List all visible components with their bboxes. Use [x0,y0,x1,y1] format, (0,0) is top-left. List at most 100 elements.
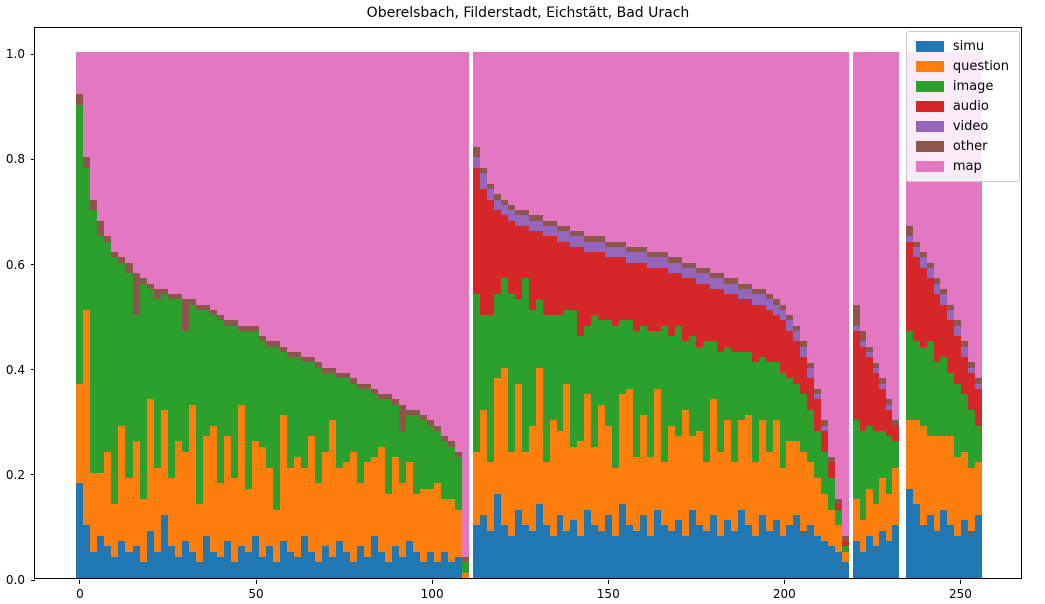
bar-segment-image [688,336,696,437]
bar-segment-audio [716,288,724,352]
bar-segment-map [392,52,400,400]
bar-segment-other [462,557,470,563]
bar-segment-audio [828,462,836,479]
bar-segment-image [472,294,480,452]
bar-segment-video [507,210,515,221]
stacked-bar [321,28,329,578]
bar-segment-other [933,278,941,284]
bar-segment-video [549,225,557,237]
bar-segment-map [835,52,843,500]
bar-segment-map [695,52,703,268]
bar-segment-map [230,52,238,321]
bar-segment-simu [619,504,627,578]
bar-segment-other [181,299,189,331]
bar-segment-simu [399,556,407,578]
bar-segment-audio [758,304,766,358]
bar-segment-simu [132,546,140,578]
bar-segment-audio [709,288,717,342]
bar-segment-simu [933,530,941,578]
stacked-bar [118,28,126,578]
bar-segment-simu [342,551,350,578]
bar-segment-question [765,451,773,531]
bar-segment-simu [702,530,710,578]
bar-segment-question [933,436,941,531]
stacked-bar [974,28,982,578]
bar-segment-other [349,378,357,384]
bar-segment-video [535,220,543,232]
bar-segment-audio [702,283,710,342]
bar-segment-question [371,457,379,536]
bar-segment-simu [807,525,815,578]
bar-segment-question [237,404,245,547]
bar-segment-audio [640,262,648,326]
bar-segment-question [814,478,822,536]
bar-segment-audio [793,341,801,384]
bar-segment-other [626,246,634,253]
bar-segment-video [737,288,745,300]
bar-segment-question [906,420,913,489]
bar-segment-question [563,383,571,531]
bar-segment-other [772,299,780,305]
legend-swatch-map [915,161,944,172]
bar-segment-simu [413,551,421,578]
stacked-bar [828,28,836,578]
bar-segment-image [125,273,133,479]
bar-segment-video [872,367,880,373]
stacked-bar [661,28,668,578]
bar-segment-other [779,304,787,310]
bar-segment-video [919,257,927,268]
y-tick-mark [31,53,35,55]
bar-segment-audio [542,236,550,316]
bar-segment-map [859,52,867,331]
x-tick-label: 50 [248,587,264,601]
stacked-bar [535,28,543,578]
stacked-bar [528,28,536,578]
bar-segment-question [139,499,147,563]
bar-segment-image [265,346,273,468]
bar-segment-video [584,241,592,253]
bar-segment-question [859,520,867,552]
legend-item-audio: audio [915,99,1009,114]
bar-segment-image [821,451,829,494]
bar-segment-map [556,52,564,226]
bar-segment-image [160,294,168,410]
bar-segment-question [293,457,301,557]
bar-segment-map [371,52,379,389]
bar-segment-other [800,341,808,347]
bar-segment-question [118,425,126,542]
bar-segment-image [251,330,259,442]
legend-item-video: video [915,119,1009,134]
bar-segment-map [800,52,808,342]
bar-segment-simu [293,556,301,578]
stacked-bar [674,28,682,578]
legend-swatch-audio [915,101,944,112]
bar-segment-question [455,509,463,557]
stacked-bar [399,28,407,578]
bar-segment-image [828,478,836,510]
bar-segment-other [744,283,752,289]
bar-segment-other [125,262,133,274]
bar-segment-other [385,394,393,400]
bar-segment-video [668,262,675,274]
bar-segment-question [90,472,98,552]
bar-segment-simu [872,546,880,578]
bar-segment-simu [954,535,961,578]
bar-segment-other [90,199,98,211]
bar-segment-image [866,425,873,489]
bar-segment-simu [556,514,564,578]
bar-segment-simu [906,488,913,578]
bar-segment-question [584,394,592,510]
bar-segment-map [118,52,126,258]
bar-segment-simu [605,514,613,578]
bar-segment-map [814,52,822,389]
bar-segment-question [223,436,231,542]
bar-segment-map [872,52,880,363]
bar-segment-image [853,420,860,500]
stacked-bar [542,28,550,578]
stacked-bar [139,28,147,578]
bar-segment-question [472,451,480,526]
bar-segment-image [174,299,182,442]
bar-segment-question [209,425,217,552]
bar-segment-simu [626,525,634,578]
bar-segment-other [293,351,301,358]
